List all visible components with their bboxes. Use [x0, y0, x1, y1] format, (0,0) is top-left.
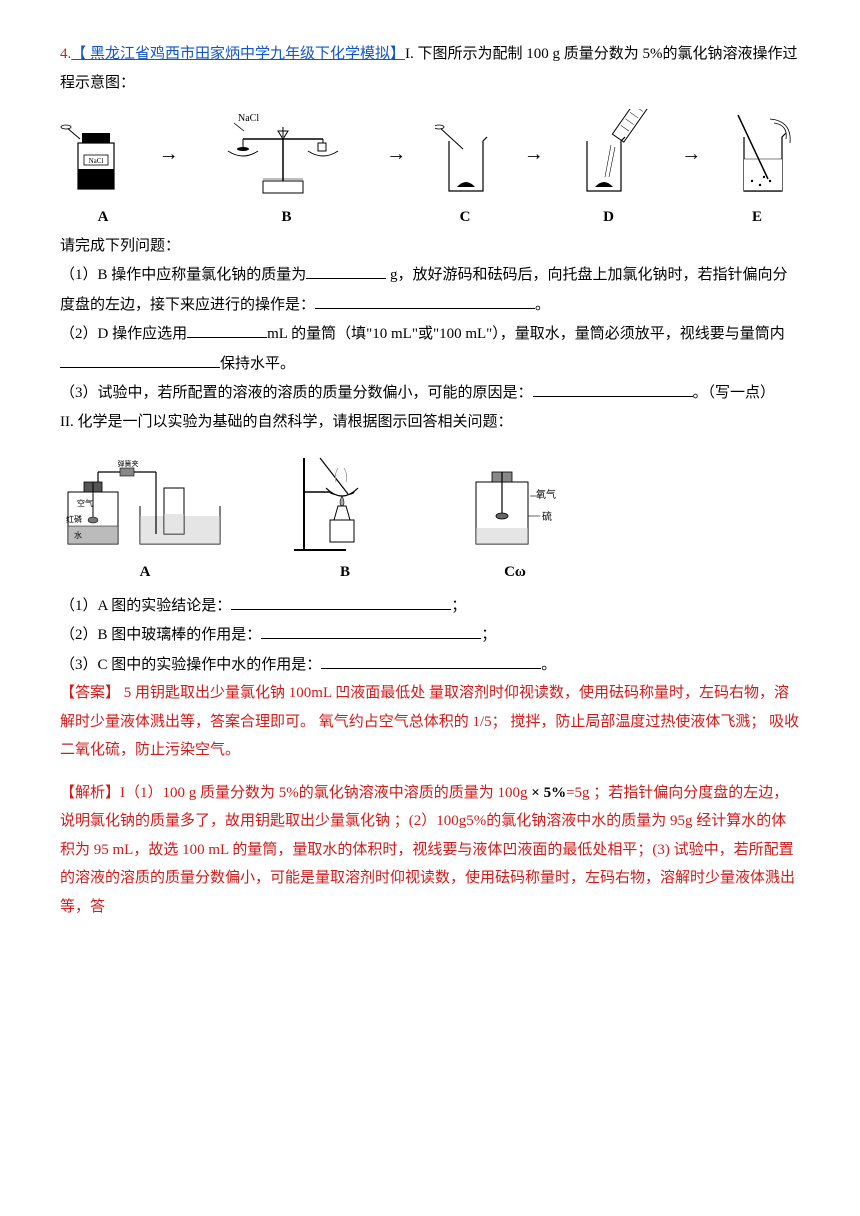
blank-rod	[261, 620, 481, 639]
blank-operation	[315, 290, 535, 309]
arrow-icon: →	[677, 135, 705, 173]
svg-text:红磷: 红磷	[66, 514, 82, 524]
answer-block: 【答案】 5 用钥匙取出少量氯化钠 100mL 凹液面最低处 量取溶剂时仰视读数…	[60, 679, 800, 765]
figure-1: NaCl → NaCl → →	[60, 109, 800, 199]
arrow-icon: →	[520, 135, 548, 173]
q2-1: （1）A 图的实验结论是：；	[60, 591, 800, 621]
svg-text:NaCl: NaCl	[238, 113, 259, 124]
svg-text:水: 水	[74, 530, 82, 540]
source-link[interactable]: 【 黑龙江省鸡西市田家炳中学九年级下化学模拟】	[71, 46, 405, 62]
blank-volume	[187, 319, 267, 338]
q1-1: （1）B 操作中应称量氯化钠的质量为 g，放好游码和砝码后，向托盘上加氯化钠时，…	[60, 260, 800, 319]
fig-b-balance: NaCl	[208, 109, 358, 199]
blank-reason	[533, 378, 693, 397]
blank-water	[321, 650, 541, 669]
fig-e-stir	[730, 109, 800, 199]
arrow-icon: →	[382, 135, 410, 173]
blank-sight	[60, 349, 220, 368]
q2-3: （3）C 图中的实验操作中水的作用是：。	[60, 650, 800, 680]
q2-2: （2）B 图中玻璃棒的作用是：；	[60, 620, 800, 650]
q2-intro: II. 化学是一门以实验为基础的自然科学，请根据图示回答相关问题：	[60, 408, 800, 437]
svg-text:硫: 硫	[542, 510, 552, 523]
q1-2: （2）D 操作应选用mL 的量筒（填"10 mL"或"100 mL"），量取水，…	[60, 319, 800, 378]
svg-text:氧气: 氧气	[536, 488, 556, 501]
q1-prompt: 请完成下列问题：	[60, 232, 800, 261]
fig2-c: 氧气 硫	[460, 458, 570, 558]
question-number: 4.	[60, 46, 71, 62]
arrow-icon: →	[155, 135, 183, 173]
blank-mass	[306, 260, 386, 279]
svg-text:弹簧夹: 弹簧夹	[118, 459, 139, 468]
q1-3: （3）试验中，若所配置的溶液的溶质的质量分数偏小，可能的原因是：。（写一点）	[60, 378, 800, 408]
fig-c-beaker	[435, 119, 495, 199]
fig2-b	[290, 448, 400, 558]
figure-1-labels: A B C D E	[60, 203, 800, 232]
analysis-block: 【解析】I（1）100 g 质量分数为 5%的氯化钠溶液中溶质的质量为 100g…	[60, 779, 800, 922]
figure-2: 空气 红磷 水 弹簧夹 A B	[60, 448, 800, 587]
fig-d-pouring	[573, 109, 653, 199]
blank-conclusion	[231, 591, 451, 610]
fig-a-bottle: NaCl	[60, 119, 130, 199]
fig2-a: 空气 红磷 水 弹簧夹	[60, 458, 230, 558]
svg-text:空气: 空气	[77, 498, 93, 508]
svg-text:NaCl: NaCl	[89, 157, 104, 165]
